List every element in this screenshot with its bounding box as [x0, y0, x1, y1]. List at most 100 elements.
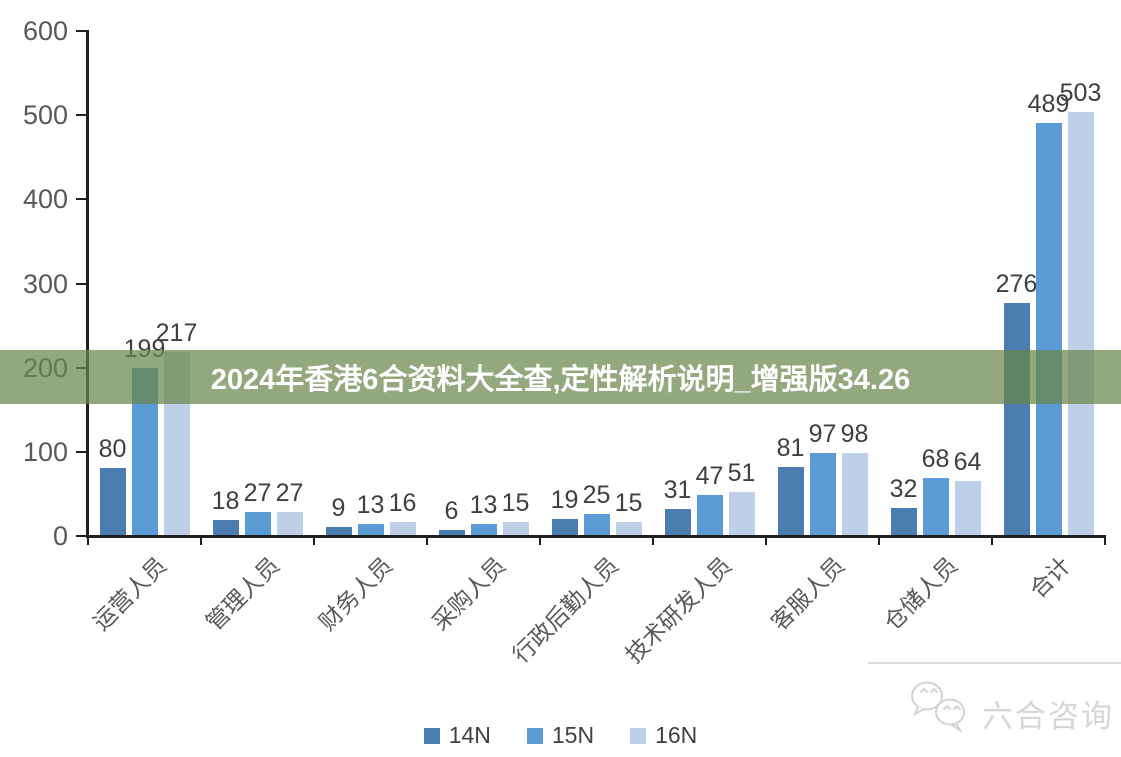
- bar-14N-4: [551, 519, 578, 535]
- bar-16N-6: [841, 452, 868, 535]
- x-axis-label-3: 采购人员: [426, 552, 510, 636]
- bar-16N-1: [276, 512, 303, 535]
- watermark-text: 六合咨询: [982, 698, 1114, 734]
- value-label-15N-2: 13: [356, 491, 385, 520]
- value-label-16N-2: 16: [388, 488, 417, 517]
- chart-legend: 14N 15N 16N: [0, 722, 1121, 749]
- value-label-16N-3: 15: [501, 489, 530, 518]
- x-axis-label-5: 技术研发人员: [619, 552, 736, 668]
- bar-14N-1: [212, 519, 239, 535]
- value-label-14N-1: 18: [211, 486, 240, 515]
- bar-16N-2: [389, 521, 416, 535]
- x-tick-7: [878, 535, 880, 545]
- bar-14N-0: [99, 467, 126, 535]
- y-axis-label-500: 500: [22, 100, 68, 131]
- y-tick-300: [76, 282, 87, 285]
- value-label-15N-1: 27: [243, 479, 272, 508]
- bar-14N-8: [1003, 302, 1030, 535]
- overlay-banner: 2024年香港6合资料大全查,定性解析说明_增强版34.26: [0, 350, 1121, 404]
- value-label-14N-4: 19: [550, 486, 579, 514]
- bar-14N-2: [325, 527, 352, 535]
- watermark: 六合咨询: [908, 678, 1114, 738]
- bar-15N-6: [809, 453, 836, 535]
- value-label-15N-3: 13: [469, 491, 498, 520]
- value-label-16N-7: 64: [953, 448, 982, 477]
- y-tick-400: [76, 198, 87, 201]
- y-axis-label-300: 300: [22, 268, 68, 299]
- x-axis-label-8: 合计: [1023, 552, 1075, 603]
- bar-14N-5: [664, 508, 691, 535]
- legend-swatch-14N: [423, 727, 440, 744]
- legend-label-14N: 14N: [448, 722, 491, 748]
- bar-16N-3: [502, 522, 529, 535]
- bar-16N-4: [615, 522, 642, 535]
- bar-16N-7: [954, 481, 981, 535]
- wechat-chat-bubbles-icon: [911, 681, 965, 733]
- value-label-16N-5: 51: [727, 459, 756, 488]
- legend-label-16N: 16N: [655, 722, 698, 748]
- y-axis-label-100: 100: [22, 436, 68, 467]
- bar-14N-6: [777, 466, 804, 535]
- value-label-14N-2: 9: [331, 494, 346, 523]
- value-label-14N-3: 6: [444, 496, 459, 525]
- x-tick-5: [652, 535, 654, 545]
- value-label-14N-8: 276: [995, 269, 1038, 298]
- y-tick-100: [76, 450, 87, 453]
- legend-swatch-16N: [630, 727, 647, 744]
- bar-15N-3: [470, 524, 497, 535]
- legend-item-16N: 16N: [630, 722, 697, 749]
- bar-15N-5: [696, 495, 723, 535]
- value-label-16N-6: 98: [840, 419, 869, 448]
- x-axis-line: [86, 535, 1105, 538]
- legend-label-15N: 15N: [551, 722, 595, 748]
- value-label-14N-7: 32: [889, 475, 918, 504]
- y-tick-500: [76, 114, 87, 117]
- legend-item-15N: 15N: [526, 722, 595, 749]
- x-tick-0: [87, 535, 89, 545]
- value-label-16N-0: 217: [155, 319, 198, 348]
- x-axis-label-7: 仓储人员: [878, 552, 962, 636]
- x-axis-label-1: 管理人员: [200, 552, 284, 636]
- banner-title: 2024年香港6合资料大全查,定性解析说明_增强版34.26: [210, 364, 911, 396]
- watermark-divider: [868, 662, 1121, 664]
- x-axis-label-6: 客服人员: [765, 552, 849, 636]
- value-label-15N-6: 97: [808, 420, 837, 449]
- x-tick-3: [426, 535, 428, 545]
- legend-item-14N: 14N: [423, 722, 491, 749]
- value-label-14N-6: 81: [776, 433, 805, 462]
- x-axis-label-4: 行政后勤人员: [506, 552, 623, 668]
- bar-15N-4: [583, 513, 610, 535]
- x-axis-label-2: 财务人员: [313, 552, 397, 636]
- value-label-15N-5: 47: [695, 462, 724, 491]
- bar-16N-5: [728, 492, 755, 535]
- x-tick-9: [1104, 535, 1106, 545]
- bar-15N-2: [357, 524, 384, 535]
- x-axis-label-0: 运营人员: [87, 552, 171, 636]
- x-tick-2: [313, 535, 315, 545]
- y-axis-label-400: 400: [22, 184, 68, 215]
- y-axis-line: [86, 30, 89, 538]
- x-tick-8: [991, 535, 993, 545]
- bar-15N-1: [244, 512, 271, 535]
- value-label-15N-4: 25: [582, 480, 611, 509]
- value-label-14N-5: 31: [663, 475, 692, 504]
- bar-16N-8: [1067, 111, 1094, 535]
- value-label-15N-8: 489: [1027, 90, 1070, 119]
- legend-swatch-15N: [526, 727, 543, 744]
- y-tick-600: [76, 30, 87, 32]
- y-tick-0: [76, 535, 87, 537]
- x-tick-4: [539, 535, 541, 545]
- value-label-16N-4: 15: [614, 489, 643, 518]
- bar-14N-7: [890, 508, 917, 535]
- value-label-15N-7: 68: [921, 444, 950, 473]
- y-axis-label-600: 600: [22, 16, 68, 46]
- value-label-16N-8: 503: [1059, 78, 1102, 107]
- bar-14N-3: [438, 529, 465, 535]
- bar-15N-7: [922, 477, 949, 535]
- x-tick-1: [200, 535, 202, 545]
- y-axis-label-0: 0: [52, 521, 68, 551]
- value-label-16N-1: 27: [275, 479, 304, 508]
- x-tick-6: [765, 535, 767, 545]
- value-label-14N-0: 80: [98, 434, 127, 463]
